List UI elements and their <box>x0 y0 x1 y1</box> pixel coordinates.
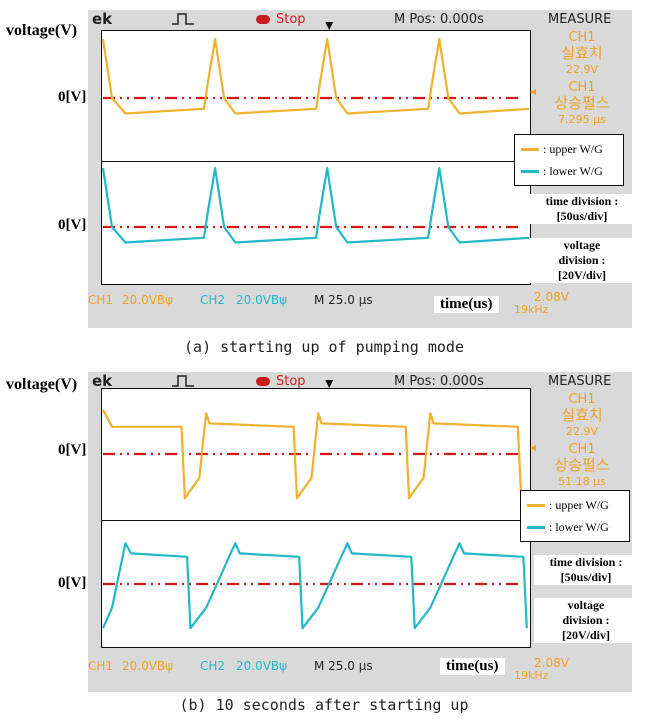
measure-panel: CH1 실효치 22.9V CH1 상승펄스 51.18 μs <box>534 390 630 490</box>
frequency-readout: 19kHz <box>514 303 549 316</box>
ch2-scale: 20.0VBψ <box>236 293 288 307</box>
y-axis-label: voltage(V) <box>6 376 78 393</box>
voltage-division-label: voltage <box>563 238 601 252</box>
legend-label: upper W/G <box>555 498 609 512</box>
legend-marker: : <box>543 142 547 156</box>
waveform-plot-a <box>101 22 536 244</box>
measure-value: 22.9V <box>565 425 599 438</box>
measure-title: MEASURE <box>548 12 612 27</box>
m-pos-readout: M Pos: 0.000s <box>394 12 484 27</box>
scope-top-bar: ek Stop M Pos: 0.000s MEASURE <box>88 372 632 392</box>
stop-indicator-icon <box>256 15 270 24</box>
brand-fragment: ek <box>92 372 113 390</box>
measure-channel: CH1 <box>568 30 596 45</box>
measure-channel: CH1 <box>568 392 596 407</box>
measure-name: 상승펄스 <box>554 94 610 112</box>
time-division-value: [50us/div] <box>560 570 612 584</box>
legend-marker: : <box>543 164 547 178</box>
m-pos-readout: M Pos: 0.000s <box>394 374 484 389</box>
stop-label: Stop <box>276 374 306 389</box>
ch1-label: CH1 <box>88 293 114 307</box>
measure-title: MEASURE <box>548 374 612 389</box>
legend-swatch-upper <box>527 504 545 507</box>
series-lower-wg <box>101 167 530 244</box>
scope-top-bar: ek Stop M Pos: 0.000s MEASURE <box>88 10 632 30</box>
series-upper-wg <box>102 409 523 500</box>
ch2-scale: 20.0VBψ <box>236 659 288 673</box>
time-division-label: time division : <box>545 194 619 208</box>
measure-channel: CH1 <box>568 442 596 457</box>
trigger-voltage: 2.08V <box>534 290 569 304</box>
measure-panel: CH1 실효치 22.9V CH1 상승펄스 7.295 μs <box>534 28 630 128</box>
level-marker-icon <box>530 445 536 451</box>
frequency-readout: 19kHz <box>514 669 549 682</box>
legend: : upper W/G : lower W/G <box>514 134 624 186</box>
legend-swatch-lower <box>527 526 545 529</box>
legend-label: upper W/G <box>549 142 603 156</box>
trigger-marker-icon <box>325 380 334 388</box>
ch1-scale: 20.0VBψ <box>122 659 174 673</box>
measure-name: 실효치 <box>561 406 603 424</box>
ch1-trace-area <box>101 30 531 162</box>
panel-b: ek Stop M Pos: 0.000s MEASURE CH1 실효치 22… <box>0 362 648 723</box>
ch1-scale: 20.0VBψ <box>122 293 174 307</box>
stop-indicator-icon <box>256 377 270 386</box>
caption: (b) 10 seconds after starting up <box>179 696 469 714</box>
voltage-division-label: division : <box>558 253 606 267</box>
legend-marker: : <box>549 498 553 512</box>
time-scale: M 25.0 μs <box>314 659 373 673</box>
legend-swatch-lower <box>521 170 539 173</box>
series-upper-wg <box>101 37 530 115</box>
voltage-division-label: voltage <box>567 598 605 612</box>
time-division-label: time division : <box>549 555 623 569</box>
measure-value: 7.295 μs <box>558 113 606 126</box>
measure-channel: CH1 <box>568 80 596 95</box>
zero-label-ch2: 0[V] <box>58 575 87 591</box>
trigger-pulse-icon <box>172 12 194 30</box>
time-division-box: time division : [50us/div] <box>534 555 638 585</box>
zero-label-ch1: 0[V] <box>58 442 87 458</box>
legend: : upper W/G : lower W/G <box>520 490 630 542</box>
measure-name: 상승펄스 <box>554 456 610 474</box>
voltage-division-box: voltage division : [20V/div] <box>534 598 638 643</box>
ch2-label: CH2 <box>200 293 226 307</box>
x-axis-label: time(us) <box>440 658 505 675</box>
legend-swatch-upper <box>521 148 539 151</box>
y-axis-label: voltage(V) <box>6 22 78 39</box>
caption: (a) starting up of pumping mode <box>184 338 464 356</box>
measure-value: 51.18 μs <box>558 475 606 488</box>
voltage-division-box: voltage division : [20V/div] <box>530 238 634 283</box>
scope-bottom-bar: CH1 20.0VBψ CH2 20.0VBψ M 25.0 μs 2.08V … <box>88 290 632 316</box>
ch2-label: CH2 <box>200 659 226 673</box>
trigger-marker-icon <box>325 22 334 30</box>
trigger-voltage: 2.08V <box>534 656 569 670</box>
voltage-division-label: division : <box>562 613 610 627</box>
panel-a: ek Stop M Pos: 0.000s MEASURE CH1 실효치 22… <box>0 0 648 360</box>
voltage-division-value: [20V/div] <box>562 628 610 642</box>
scope-bottom-bar: CH1 20.0VBψ CH2 20.0VBψ M 25.0 μs 2.08V … <box>88 656 632 682</box>
waveform-plot-b <box>101 380 536 630</box>
measure-value: 22.9V <box>565 63 599 76</box>
measure-name: 실효치 <box>561 44 603 62</box>
trigger-pulse-icon <box>172 374 194 392</box>
zero-label-ch2: 0[V] <box>58 217 87 233</box>
legend-marker: : <box>549 520 553 534</box>
time-division-value: [50us/div] <box>556 209 608 223</box>
brand-fragment: ek <box>92 10 113 28</box>
ch1-label: CH1 <box>88 659 114 673</box>
voltage-division-value: [20V/div] <box>558 268 606 282</box>
legend-label: lower W/G <box>555 520 609 534</box>
time-scale: M 25.0 μs <box>314 293 373 307</box>
zero-label-ch1: 0[V] <box>58 89 87 105</box>
stop-label: Stop <box>276 12 306 27</box>
series-lower-wg <box>101 542 528 630</box>
time-division-box: time division : [50us/div] <box>530 194 634 224</box>
legend-label: lower W/G <box>549 164 603 178</box>
level-marker-icon <box>530 89 536 95</box>
x-axis-label: time(us) <box>434 296 499 313</box>
